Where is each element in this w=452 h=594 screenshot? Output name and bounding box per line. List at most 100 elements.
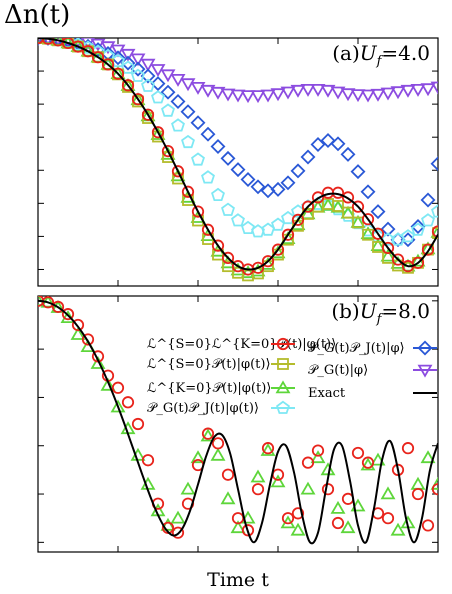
point-LSLK [301, 200, 315, 213]
point-LSLK [391, 253, 405, 266]
point-PGPJ [320, 133, 336, 148]
point-LK [370, 452, 386, 466]
point-LK [360, 457, 376, 471]
point-LSLK [351, 446, 365, 460]
point-LSLK [271, 243, 285, 256]
point-LK [180, 481, 196, 495]
point-PGPJ [370, 204, 386, 220]
point-LSLK [311, 191, 325, 204]
point-LSLK [201, 223, 215, 236]
point-LK [100, 377, 116, 391]
point-LK [310, 450, 326, 464]
panel-a: (a)Uf=4.0 [37, 37, 439, 287]
point-LK [290, 522, 306, 536]
point-LSLK [421, 519, 435, 532]
point-PG [290, 84, 306, 98]
legend-label-PG: 𝒫_G(t)|φ⟩ [308, 363, 368, 378]
point-PGPJt [211, 187, 225, 202]
point-PG [430, 81, 438, 95]
point-PGPJt [231, 213, 245, 227]
point-LK [390, 522, 406, 536]
point-LK [220, 491, 236, 505]
point-PGPJt [161, 103, 175, 117]
point-LK [200, 428, 216, 442]
point-LSLK [411, 256, 425, 269]
legend-label-LSLK: ℒ^{S=0}ℒ^{K=0}𝒫(t)|φ(t)⟩ [147, 337, 336, 352]
point-PGPJt [121, 60, 135, 74]
y-axis-label: Δn(t) [4, 0, 70, 30]
point-PGPJt [181, 134, 195, 149]
point-PGPJt [401, 229, 415, 243]
plot-area [38, 38, 438, 282]
point-LSLK [241, 524, 255, 537]
point-LSLK [211, 437, 225, 450]
point-PGPJ [130, 61, 146, 77]
point-PGPJ [280, 175, 296, 191]
point-PG [400, 84, 416, 98]
legend-label-LS: ℒ^{S=0}𝒫(t)|φ(t)⟩ [147, 357, 271, 372]
point-LSLK [121, 396, 135, 409]
point-PGPJ [230, 162, 246, 178]
point-LSLK [281, 228, 295, 241]
point-PG [420, 83, 436, 97]
point-LK [70, 327, 86, 340]
point-LK [300, 481, 316, 495]
point-LSLK [251, 483, 265, 496]
exact-line [38, 299, 438, 545]
point-PGPJ [430, 156, 438, 172]
point-LSLK [111, 381, 125, 394]
point-LSLK [111, 67, 125, 80]
point-LSLK [331, 516, 345, 530]
point-LSLK [151, 126, 165, 139]
legend-label-LK: ℒ^{K=0}𝒫(t)|φ(t)⟩ [147, 381, 271, 396]
point-PGPJ [210, 139, 226, 154]
series-Exact [38, 38, 438, 271]
point-LS [342, 206, 354, 219]
plot-frame [37, 295, 439, 553]
point-LK [170, 510, 186, 524]
point-PGPJt [421, 213, 435, 227]
point-LK [250, 469, 266, 483]
point-LSLK [291, 213, 305, 226]
point-LSLK [141, 108, 155, 121]
point-PG [90, 38, 106, 52]
point-LS [332, 200, 344, 212]
point-PG [210, 86, 226, 100]
exact-line [38, 38, 438, 271]
point-PG [300, 84, 316, 97]
panel-title-val: =4.0 [381, 41, 430, 65]
legend-marker-PGPJ [417, 340, 433, 356]
point-LK [240, 510, 256, 524]
point-PG [200, 84, 216, 98]
point-PGPJ [310, 137, 326, 152]
point-LSLK [191, 205, 205, 218]
point-LSLK [401, 442, 415, 455]
point-LSLK [341, 191, 355, 204]
point-PG [310, 84, 326, 97]
point-PGPJ [150, 76, 166, 92]
point-LK [410, 476, 426, 490]
point-PG [360, 89, 376, 103]
point-PG [170, 74, 186, 87]
point-PG [390, 86, 406, 100]
point-LSLK [311, 444, 325, 457]
point-LSLK [211, 239, 225, 252]
point-LK [110, 399, 126, 413]
point-LSLK [201, 427, 215, 440]
point-PGPJ [200, 126, 216, 142]
legend-label-PGPJt: 𝒫_G(t)𝒫_J(t)|φ(t)⟩ [147, 401, 259, 416]
point-LSLK [381, 241, 395, 255]
point-LK [270, 474, 286, 488]
point-PGPJ [180, 104, 196, 120]
series-LS [38, 38, 438, 282]
point-LSLK [431, 483, 438, 496]
point-PG [190, 82, 206, 95]
point-LK [190, 450, 206, 464]
legend-marker-LSLK [276, 337, 290, 351]
point-LSLK [411, 487, 425, 501]
point-LK [420, 450, 436, 464]
point-LK [250, 263, 266, 277]
point-PG [160, 69, 176, 83]
point-PG [180, 78, 196, 92]
